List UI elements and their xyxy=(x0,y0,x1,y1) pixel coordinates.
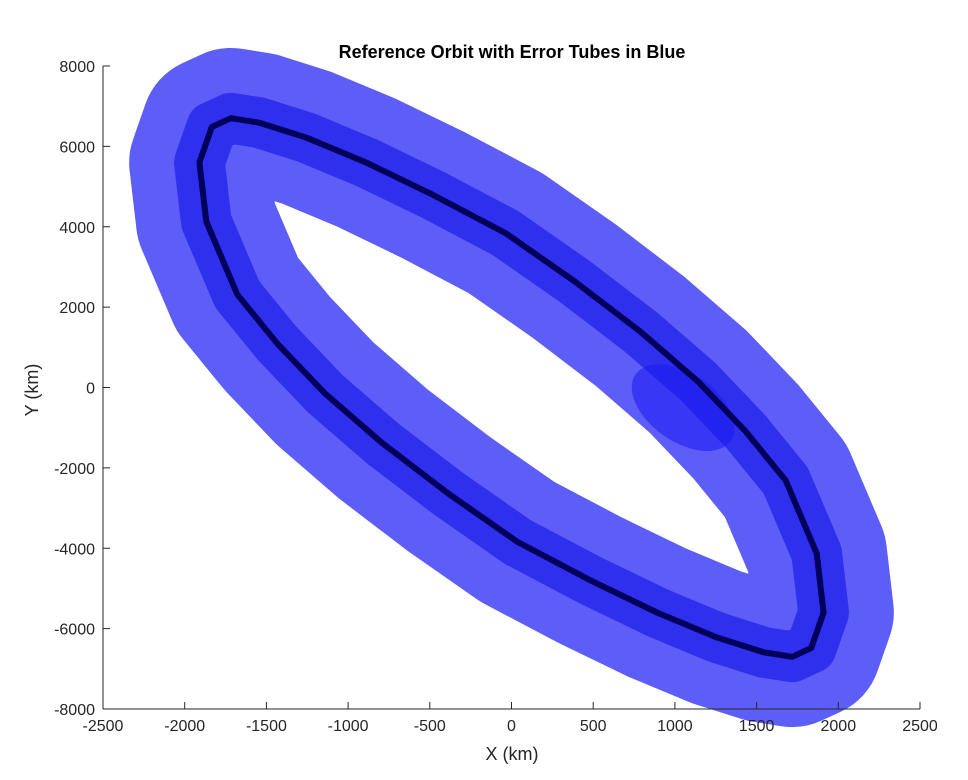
x-tick-label-2000: 2000 xyxy=(821,718,857,735)
error-tube-bulge-0 xyxy=(631,364,735,451)
y-tick-label-8000: 8000 xyxy=(59,59,95,76)
y-tick-label-0: 0 xyxy=(86,381,95,398)
x-tick-label--1000: -1000 xyxy=(328,718,369,735)
y-tick-label-2000: 2000 xyxy=(59,300,95,317)
x-tick-label-1500: 1500 xyxy=(739,718,775,735)
x-tick-label-2500: 2500 xyxy=(902,718,938,735)
x-tick-label--2500: -2500 xyxy=(83,718,124,735)
reference-orbit-line xyxy=(196,115,827,660)
chart-axes: -2500 -2000 -1500 -1000 -500 0 500 1000 1500 2000… xyxy=(54,59,938,735)
x-tick-label-0: 0 xyxy=(507,718,516,735)
x-tick-label-500: 500 xyxy=(580,718,607,735)
x-tick-label--500: -500 xyxy=(414,718,446,735)
x-tick-label-1000: 1000 xyxy=(657,718,693,735)
x-tick-label--1500: -1500 xyxy=(246,718,287,735)
y-axis-label: Y (km) xyxy=(22,364,42,417)
y-tick-label--6000: -6000 xyxy=(54,622,95,639)
y-tick-label-4000: 4000 xyxy=(59,220,95,237)
chart-title: Reference Orbit with Error Tubes in Blue xyxy=(339,42,686,62)
x-tick-label--2000: -2000 xyxy=(164,718,205,735)
y-tick-label--2000: -2000 xyxy=(54,461,95,478)
chart-marks xyxy=(129,47,894,728)
y-tick-label--8000: -8000 xyxy=(54,702,95,719)
x-axis-label: X (km) xyxy=(486,744,539,764)
y-tick-label-6000: 6000 xyxy=(59,139,95,156)
y-tick-label--4000: -4000 xyxy=(54,541,95,558)
